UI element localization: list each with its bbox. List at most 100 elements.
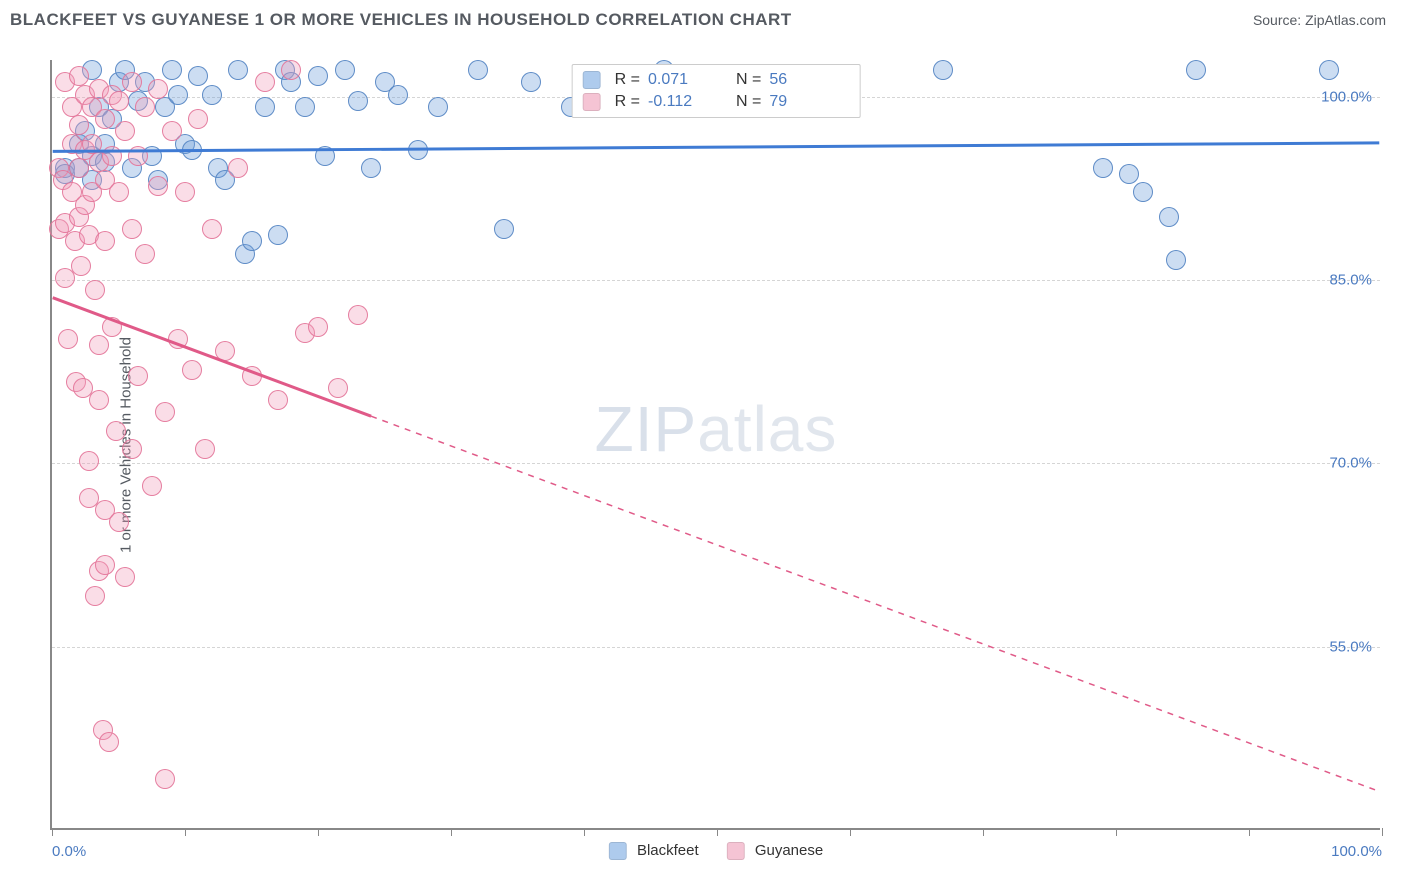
n-label: N = — [736, 71, 761, 89]
scatter-point — [69, 66, 89, 86]
scatter-point — [1186, 60, 1206, 80]
legend-row-guyanese: R = -0.112 N = 79 — [583, 91, 850, 113]
scatter-point — [115, 121, 135, 141]
x-tick — [584, 828, 585, 836]
x-tick — [717, 828, 718, 836]
scatter-point — [95, 555, 115, 575]
y-tick-label: 100.0% — [1321, 88, 1372, 105]
r-label: R = — [615, 71, 640, 89]
chart-source: Source: ZipAtlas.com — [1253, 12, 1386, 28]
scatter-point — [242, 366, 262, 386]
scatter-point — [102, 317, 122, 337]
y-tick-label: 85.0% — [1329, 272, 1372, 289]
watermark: ZIPatlas — [595, 392, 838, 466]
scatter-point — [1093, 158, 1113, 178]
scatter-point — [142, 476, 162, 496]
scatter-point — [128, 366, 148, 386]
scatter-point — [135, 244, 155, 264]
x-tick — [1382, 828, 1383, 836]
scatter-point — [328, 378, 348, 398]
scatter-point — [85, 586, 105, 606]
scatter-point — [428, 97, 448, 117]
scatter-point — [188, 66, 208, 86]
legend-series: Blackfeet Guyanese — [609, 842, 823, 860]
scatter-point — [228, 60, 248, 80]
scatter-point — [202, 219, 222, 239]
scatter-point — [268, 390, 288, 410]
scatter-point — [85, 280, 105, 300]
x-tick — [1249, 828, 1250, 836]
scatter-point — [335, 60, 355, 80]
x-tick-label: 0.0% — [52, 843, 86, 860]
scatter-point — [162, 121, 182, 141]
scatter-point — [155, 769, 175, 789]
scatter-point — [255, 97, 275, 117]
scatter-point — [933, 60, 953, 80]
scatter-point — [308, 317, 328, 337]
scatter-point — [361, 158, 381, 178]
scatter-point — [188, 109, 208, 129]
x-tick — [52, 828, 53, 836]
plot-area: ZIPatlas R = 0.071 N = 56 R = -0.112 N =… — [50, 60, 1380, 830]
r-value-guyanese: -0.112 — [648, 93, 728, 111]
scatter-point — [168, 85, 188, 105]
scatter-point — [182, 140, 202, 160]
scatter-point — [99, 732, 119, 752]
scatter-point — [255, 72, 275, 92]
watermark-thin: atlas — [697, 393, 837, 465]
scatter-point — [79, 451, 99, 471]
x-tick-label: 100.0% — [1331, 843, 1382, 860]
scatter-point — [89, 390, 109, 410]
scatter-point — [95, 109, 115, 129]
grid-line — [52, 647, 1380, 648]
scatter-point — [408, 140, 428, 160]
n-value-blackfeet: 56 — [769, 71, 849, 89]
scatter-point — [268, 225, 288, 245]
scatter-point — [468, 60, 488, 80]
scatter-point — [521, 72, 541, 92]
swatch-blackfeet — [583, 71, 601, 89]
scatter-point — [228, 158, 248, 178]
legend-label-blackfeet: Blackfeet — [637, 842, 699, 859]
scatter-point — [69, 158, 89, 178]
scatter-point — [106, 421, 126, 441]
scatter-point — [109, 182, 129, 202]
scatter-point — [122, 439, 142, 459]
r-value-blackfeet: 0.071 — [648, 71, 728, 89]
scatter-point — [122, 219, 142, 239]
scatter-point — [71, 256, 91, 276]
scatter-point — [82, 134, 102, 154]
scatter-point — [182, 360, 202, 380]
scatter-point — [58, 329, 78, 349]
scatter-point — [69, 115, 89, 135]
scatter-point — [308, 66, 328, 86]
trend-lines — [52, 60, 1380, 828]
scatter-point — [175, 182, 195, 202]
scatter-point — [1133, 182, 1153, 202]
swatch-guyanese-bottom — [727, 842, 745, 860]
scatter-point — [148, 79, 168, 99]
legend-label-guyanese: Guyanese — [755, 842, 823, 859]
swatch-blackfeet-bottom — [609, 842, 627, 860]
scatter-point — [109, 512, 129, 532]
scatter-point — [135, 97, 155, 117]
scatter-point — [89, 335, 109, 355]
legend-item-guyanese: Guyanese — [727, 842, 824, 860]
watermark-bold: ZIP — [595, 393, 698, 465]
scatter-point — [295, 97, 315, 117]
grid-line — [52, 463, 1380, 464]
scatter-point — [1119, 164, 1139, 184]
grid-line — [52, 280, 1380, 281]
swatch-guyanese — [583, 93, 601, 111]
scatter-point — [115, 567, 135, 587]
y-tick-label: 70.0% — [1329, 455, 1372, 472]
scatter-point — [315, 146, 335, 166]
scatter-point — [155, 402, 175, 422]
x-tick — [850, 828, 851, 836]
y-tick-label: 55.0% — [1329, 638, 1372, 655]
scatter-point — [102, 146, 122, 166]
chart-container: 1 or more Vehicles in Household ZIPatlas… — [40, 60, 1390, 830]
legend-row-blackfeet: R = 0.071 N = 56 — [583, 69, 850, 91]
legend-correlation: R = 0.071 N = 56 R = -0.112 N = 79 — [572, 64, 861, 118]
r-label: R = — [615, 93, 640, 111]
